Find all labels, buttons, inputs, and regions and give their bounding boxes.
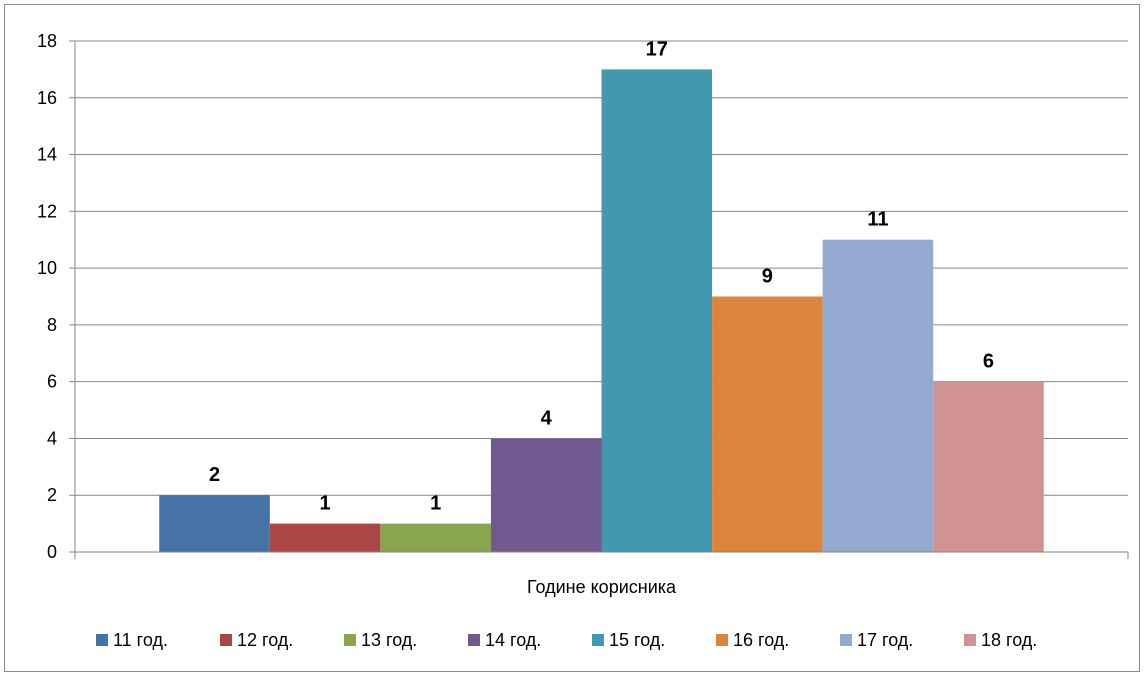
y-tick-label: 4 [47,428,57,448]
bar [159,495,270,552]
data-label: 17 [646,38,668,60]
data-label: 1 [430,493,441,515]
legend-entry: 11 год. [113,630,168,650]
legend-entry: 18 год. [981,630,1037,650]
legend-swatch [220,634,232,646]
bars [159,69,1044,552]
y-tick-label: 2 [47,485,57,505]
bar [712,296,823,552]
legend-entry: 14 год. [485,630,541,650]
y-tick-label: 16 [37,88,57,108]
legend-swatch [344,634,356,646]
bar [490,438,602,552]
legend-entry: 13 год. [361,630,417,650]
bar [380,523,491,552]
bar [601,69,713,552]
chart-frame [4,4,1140,672]
data-label: 4 [541,407,553,429]
legend-swatch [840,634,852,646]
legend-swatch [96,634,108,646]
legend-entry: 12 год. [237,630,293,650]
y-tick-label: 10 [37,258,57,278]
data-label: 6 [983,351,994,373]
data-label: 2 [209,464,220,486]
y-tick-label: 18 [37,31,57,51]
legend-entry: 15 год. [609,630,665,650]
data-label: 1 [320,493,331,515]
axes [69,41,1129,559]
y-tick-label: 12 [37,201,57,221]
legend-swatch [468,634,480,646]
bar [933,381,1044,552]
bar [269,523,381,552]
legend: 11 год. 12 год. 13 год. 14 год. 15 год. 16 го… [96,630,1037,650]
legend-entry: 17 год. [857,630,913,650]
data-label: 11 [867,209,888,231]
y-tick-label: 8 [47,315,57,335]
legend-swatch [964,634,976,646]
y-tick-label: 14 [37,145,57,165]
x-axis-label: Године корисника [527,577,677,597]
legend-swatch [716,634,728,646]
y-tick-label: 6 [47,372,57,392]
legend-entry: 16 год. [733,630,789,650]
bar [822,239,934,552]
data-label: 9 [762,266,773,288]
legend-swatch [592,634,604,646]
y-tick-label: 0 [47,542,57,562]
y-axis-ticks: 0 2 4 6 8 10 12 14 16 18 [37,31,75,562]
